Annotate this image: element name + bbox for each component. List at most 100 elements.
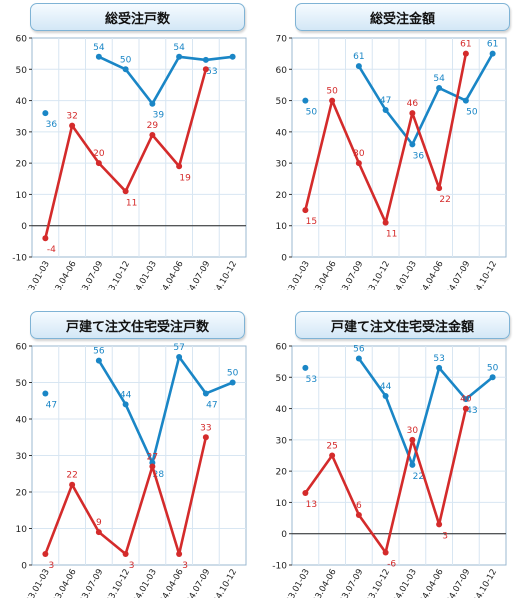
chart-title: 戸建て注文住宅受注戸数	[30, 311, 245, 339]
y-tick-label: 50	[276, 374, 288, 384]
y-tick-label: 50	[16, 379, 28, 389]
data-label: 9	[96, 518, 102, 528]
y-tick-label: 10	[16, 191, 28, 201]
data-label: 11	[386, 230, 397, 240]
data-point	[176, 353, 183, 360]
data-point	[436, 185, 443, 192]
data-point	[355, 160, 362, 167]
y-tick-label: 50	[276, 97, 288, 107]
series-line	[97, 55, 234, 105]
data-label: 3	[182, 561, 188, 571]
y-tick-label: 30	[16, 128, 28, 138]
data-label: -6	[387, 559, 396, 569]
data-label: 44	[120, 390, 132, 400]
data-label: 3	[442, 531, 448, 541]
x-tick-label: H24.01-03	[388, 568, 419, 599]
data-point	[122, 401, 129, 408]
data-point	[229, 53, 236, 60]
data-point	[355, 355, 362, 362]
data-label: 53	[206, 67, 217, 77]
data-point	[462, 396, 469, 403]
x-tick-label: H24.07-09	[182, 260, 213, 291]
data-label: 33	[200, 423, 211, 433]
x-tick-label: H23.10-12	[361, 260, 392, 291]
data-label: 36	[46, 120, 58, 130]
data-label: 19	[179, 173, 191, 183]
y-tick-label: 40	[276, 405, 288, 415]
chart-panel-2: 総受注金額 0 10 20 30 40 50 60 70 H23.01-03 H23.04-06 H…	[268, 0, 513, 290]
x-tick-label: H23.10-12	[361, 568, 392, 599]
data-label: 30	[353, 149, 365, 159]
data-point	[95, 53, 102, 60]
data-point	[329, 452, 336, 459]
x-tick-label: H23.04-06	[48, 568, 79, 599]
y-tick-label: 70	[276, 35, 288, 45]
data-label: 6	[356, 501, 362, 511]
data-label: 54	[433, 74, 445, 84]
data-point	[436, 85, 443, 92]
y-tick-label: 20	[276, 468, 288, 478]
x-tick-label: H23.07-09	[75, 260, 106, 291]
data-point	[229, 379, 236, 386]
data-label: 53	[433, 354, 444, 364]
x-tick-label: H24.04-06	[155, 260, 186, 291]
x-tick-label: H24.04-06	[155, 568, 186, 599]
data-label: 36	[413, 151, 425, 161]
data-label: -4	[47, 245, 56, 255]
data-label: 47	[46, 400, 57, 410]
data-point	[149, 463, 156, 470]
series-line	[97, 355, 234, 465]
y-tick-label: 0	[281, 254, 287, 264]
y-tick-label: 40	[276, 128, 288, 138]
data-label: 61	[487, 40, 498, 50]
data-point	[95, 357, 102, 364]
data-point	[462, 50, 469, 57]
data-label: 22	[439, 195, 450, 205]
x-tick-label: H23.07-09	[75, 568, 106, 599]
y-tick-label: 40	[16, 97, 28, 107]
y-tick-label: 30	[276, 436, 288, 446]
data-label: 39	[153, 111, 165, 121]
data-point	[202, 56, 209, 63]
data-label: 3	[49, 561, 55, 571]
data-label: 44	[380, 382, 392, 392]
chart-panel-1: 総受注戸数 -10 0 10 20 30 40 50 60 H23.01-03 H23.04-06…	[8, 0, 253, 290]
data-point	[69, 481, 76, 488]
series-line	[357, 357, 494, 467]
data-point	[95, 160, 102, 167]
x-tick-label: H24.01-03	[128, 260, 159, 291]
data-label: 50	[227, 369, 239, 379]
data-point	[462, 405, 469, 412]
data-point	[42, 390, 49, 397]
data-label: 43	[466, 406, 477, 416]
line-chart: -10 0 10 20 30 40 50 60 H23.01-03H23.04-06H23.07…	[272, 343, 507, 599]
x-tick-label: H24.04-06	[415, 260, 446, 291]
data-label: 22	[413, 472, 424, 482]
chart-title: 総受注金額	[295, 3, 510, 31]
data-point	[202, 434, 209, 441]
data-point	[122, 66, 129, 73]
data-label: 56	[353, 345, 365, 355]
data-point	[382, 106, 389, 113]
data-label: 56	[93, 347, 105, 357]
data-point	[409, 110, 416, 117]
data-label: 15	[306, 217, 317, 227]
y-tick-label: 20	[16, 160, 28, 170]
x-tick-label: H24.04-06	[415, 568, 446, 599]
data-label: 50	[487, 363, 499, 373]
y-tick-label: 10	[16, 525, 28, 535]
data-point	[489, 50, 496, 57]
data-label: 11	[126, 198, 137, 208]
x-tick-label: H23.10-12	[101, 568, 132, 599]
data-label: 30	[407, 426, 419, 436]
x-tick-label: H23.01-03	[21, 568, 52, 599]
y-tick-label: 0	[21, 222, 27, 232]
data-point	[436, 521, 443, 528]
data-label: 13	[306, 500, 317, 510]
data-point	[302, 97, 309, 104]
data-point	[302, 207, 309, 214]
y-tick-label: 10	[276, 499, 288, 509]
line-chart: 0 10 20 30 40 50 60 H23.01-03H23.04-06H23.07-09…	[16, 343, 247, 599]
data-point	[382, 219, 389, 226]
data-point	[69, 122, 76, 129]
